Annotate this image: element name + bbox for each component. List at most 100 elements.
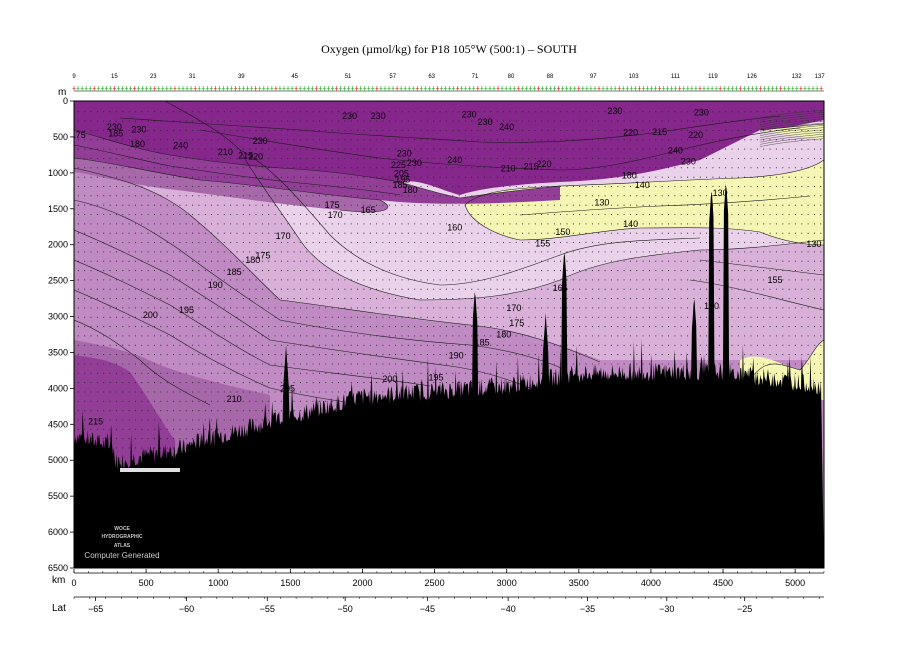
- sample-dot: [287, 288, 289, 290]
- sample-dot: [471, 270, 473, 272]
- contour-label: 140: [635, 180, 650, 190]
- sample-dot: [674, 176, 676, 178]
- sample-dot: [598, 279, 600, 281]
- sample-dot: [306, 223, 308, 225]
- sample-dot: [344, 167, 346, 169]
- sample-dot: [236, 410, 238, 412]
- sample-dot: [591, 270, 593, 272]
- sample-dot: [667, 129, 670, 132]
- sample-dot: [706, 139, 708, 141]
- sample-dot: [426, 363, 428, 365]
- sample-dot: [553, 326, 555, 328]
- sample-dot: [84, 354, 86, 356]
- sample-dot: [172, 213, 175, 216]
- sample-dot: [204, 316, 206, 318]
- sample-dot: [598, 204, 600, 206]
- sample-dot: [128, 419, 130, 421]
- sample-dot: [77, 139, 79, 141]
- sample-dot: [401, 382, 403, 384]
- sample-dot: [331, 167, 333, 169]
- sample-dot: [750, 157, 752, 160]
- sample-dot: [490, 251, 492, 253]
- sample-dot: [744, 213, 746, 216]
- sample-dot: [744, 298, 746, 300]
- sample-dot: [77, 326, 79, 328]
- sample-dot: [274, 241, 276, 244]
- sample-dot: [515, 270, 517, 272]
- depth-tick-label: 6500: [48, 563, 68, 573]
- sample-dot: [439, 241, 441, 244]
- sample-dot: [153, 447, 156, 449]
- sample-dot: [452, 372, 454, 374]
- sample-dot: [629, 335, 631, 337]
- sample-dot: [636, 139, 638, 141]
- sample-dot: [306, 148, 308, 150]
- sample-dot: [515, 223, 517, 225]
- sample-dot: [782, 223, 784, 225]
- sample-dot: [249, 139, 251, 141]
- sample-dot: [274, 120, 276, 122]
- sample-dot: [115, 204, 117, 206]
- sample-dot: [731, 223, 733, 225]
- sample-dot: [522, 232, 524, 234]
- sample-dot: [667, 279, 670, 281]
- sample-dot: [217, 157, 219, 160]
- sample-dot: [293, 232, 295, 234]
- sample-dot: [566, 279, 568, 281]
- sample-dot: [642, 270, 644, 272]
- sample-dot: [115, 213, 117, 216]
- sample-dot: [230, 270, 232, 272]
- sample-dot: [509, 129, 511, 132]
- sample-dot: [433, 204, 435, 206]
- sample-dot: [610, 344, 612, 346]
- sample-dot: [153, 148, 156, 150]
- sample-dot: [642, 279, 644, 281]
- sample-dot: [325, 270, 327, 272]
- sample-dot: [445, 120, 447, 122]
- sample-dot: [731, 326, 733, 328]
- sample-dot: [718, 120, 720, 122]
- sample-dot: [115, 148, 117, 150]
- sample-dot: [572, 167, 574, 169]
- sample-dot: [204, 410, 206, 412]
- sample-dot: [382, 382, 384, 384]
- sample-dot: [680, 288, 682, 290]
- sample-dot: [547, 120, 549, 122]
- sample-dot: [522, 223, 524, 225]
- sample-dot: [744, 195, 746, 197]
- sample-dot: [756, 363, 758, 365]
- sample-dot: [382, 213, 384, 216]
- sample-dot: [636, 354, 638, 356]
- sample-dot: [103, 410, 105, 412]
- contour-label: 180: [403, 185, 418, 195]
- sample-dot: [794, 260, 796, 262]
- sample-dot: [185, 223, 187, 225]
- sample-dot: [528, 363, 530, 365]
- sample-dot: [363, 111, 365, 113]
- sample-dot: [211, 298, 213, 300]
- sample-dot: [788, 129, 790, 132]
- contour-label: 195: [179, 305, 194, 315]
- sample-dot: [363, 298, 365, 300]
- sample-dot: [318, 139, 321, 141]
- sample-dot: [357, 335, 359, 337]
- sample-dot: [439, 298, 441, 300]
- sample-dot: [699, 326, 701, 328]
- sample-dot: [376, 372, 378, 374]
- sample-dot: [249, 157, 251, 160]
- sample-dot: [134, 391, 136, 393]
- sample-dot: [674, 157, 676, 160]
- sample-dot: [274, 167, 276, 169]
- sample-dot: [769, 204, 771, 206]
- sample-dot: [115, 298, 117, 300]
- sample-dot: [369, 307, 371, 309]
- sample-dot: [312, 148, 314, 150]
- sample-dot: [445, 157, 447, 160]
- sample-dot: [464, 241, 466, 244]
- contour-label: 180: [496, 330, 511, 340]
- sample-dot: [306, 279, 308, 281]
- sample-dot: [261, 176, 263, 178]
- sample-dot: [306, 111, 308, 113]
- sample-dot: [211, 139, 213, 141]
- sample-dot: [610, 288, 612, 290]
